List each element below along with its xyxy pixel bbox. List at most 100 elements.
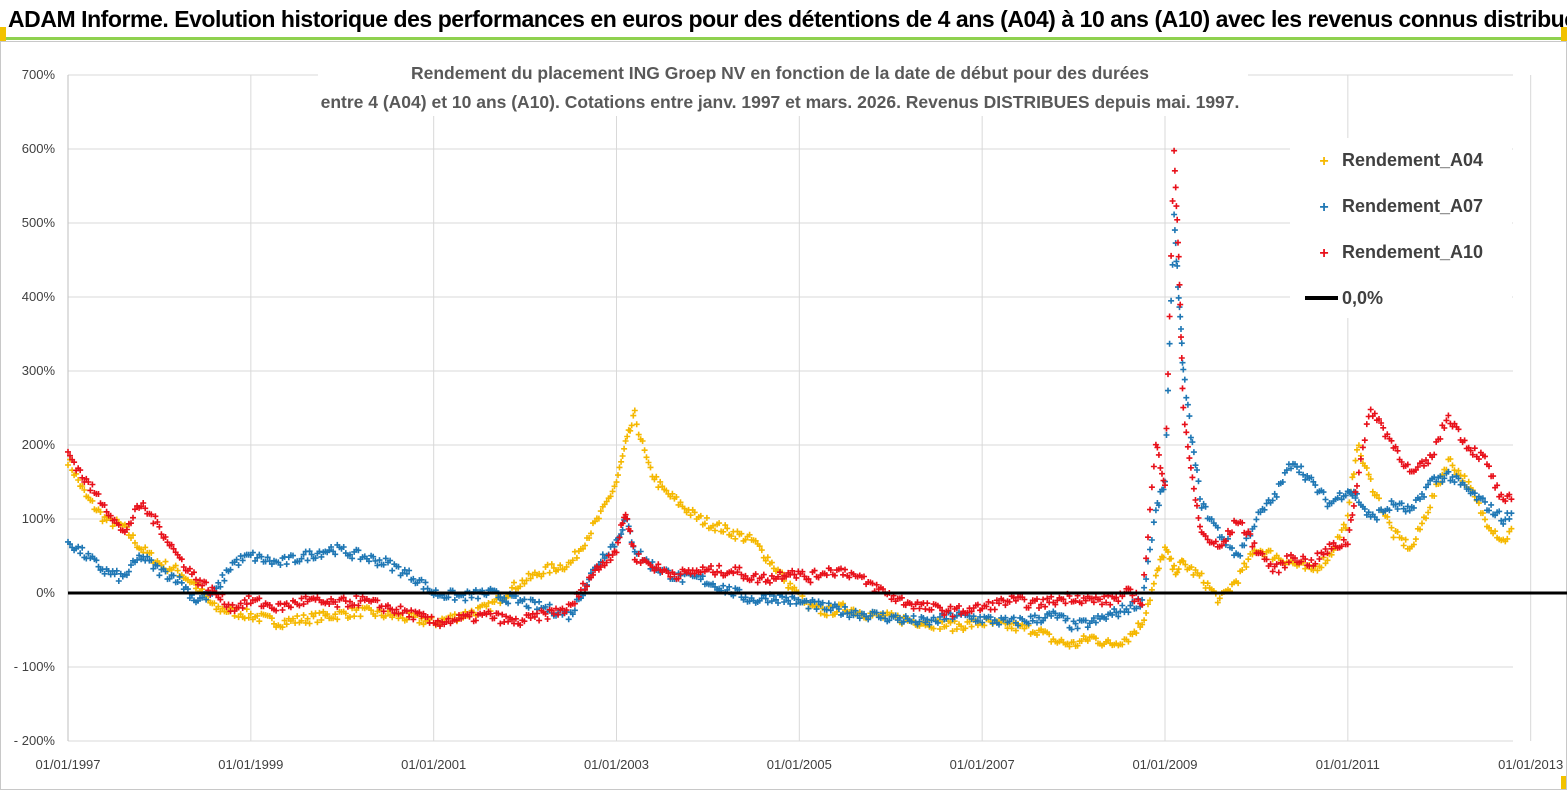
x-tick-label: 01/01/2001 xyxy=(401,757,466,772)
data-point xyxy=(1386,507,1393,514)
data-point xyxy=(663,487,670,494)
data-point xyxy=(827,567,834,573)
data-point xyxy=(677,499,684,506)
data-point xyxy=(546,601,553,608)
data-point xyxy=(1469,451,1476,458)
data-point xyxy=(748,576,755,583)
data-point xyxy=(627,427,634,434)
data-point xyxy=(1479,495,1486,502)
data-point xyxy=(1048,612,1055,619)
data-point xyxy=(633,558,640,565)
data-point xyxy=(1074,625,1081,632)
data-point xyxy=(777,569,783,576)
data-point xyxy=(162,534,169,540)
data-point xyxy=(712,583,718,590)
data-point xyxy=(318,553,325,560)
data-point xyxy=(691,570,698,577)
data-point xyxy=(807,579,814,586)
data-point xyxy=(924,616,931,623)
data-point xyxy=(89,481,96,488)
data-point xyxy=(1392,501,1399,508)
data-point xyxy=(1367,476,1374,482)
data-point xyxy=(130,514,136,521)
data-point xyxy=(370,553,377,560)
data-point xyxy=(669,490,676,497)
data-point xyxy=(527,615,534,621)
data-point xyxy=(734,528,741,535)
data-point xyxy=(677,571,684,578)
data-point xyxy=(1173,203,1180,210)
data-point xyxy=(428,613,435,620)
data-point xyxy=(1186,455,1193,462)
x-tick-label: 01/01/1999 xyxy=(218,757,283,772)
data-point xyxy=(1423,515,1429,522)
data-point xyxy=(298,555,305,562)
data-marks xyxy=(65,147,1567,650)
data-point xyxy=(1078,600,1085,607)
y-tick-label: 0% xyxy=(36,585,55,600)
data-point xyxy=(1175,294,1182,301)
data-point xyxy=(1425,509,1432,516)
data-point xyxy=(1052,601,1059,608)
chart-title-line1: Rendement du placement ING Groep NV en f… xyxy=(411,63,1149,83)
data-point xyxy=(1439,478,1446,485)
corner-marker xyxy=(0,27,6,41)
data-point xyxy=(397,603,404,610)
data-point xyxy=(555,611,562,618)
data-point xyxy=(239,605,246,611)
data-point xyxy=(1498,517,1505,524)
data-point xyxy=(150,520,157,527)
data-point xyxy=(1171,147,1178,154)
data-point xyxy=(1310,478,1317,485)
data-point xyxy=(937,604,943,611)
data-point xyxy=(1194,467,1200,473)
data-point xyxy=(787,600,794,607)
data-point xyxy=(754,579,761,586)
data-point xyxy=(691,509,698,516)
data-point xyxy=(130,532,136,539)
data-point xyxy=(1445,468,1452,475)
x-tick-label: 01/01/2005 xyxy=(767,757,832,772)
data-point xyxy=(1245,556,1252,563)
data-point xyxy=(191,569,197,576)
data-point xyxy=(1302,556,1309,563)
data-point xyxy=(437,623,443,630)
data-point xyxy=(1078,638,1085,644)
data-point xyxy=(1214,599,1221,606)
y-tick-label: 200% xyxy=(22,437,56,452)
data-point xyxy=(1443,417,1450,424)
corner-marker xyxy=(1561,776,1567,790)
data-point xyxy=(247,600,254,607)
data-point xyxy=(590,571,596,578)
data-point xyxy=(1036,605,1042,611)
data-point xyxy=(563,563,570,570)
data-point xyxy=(340,544,347,550)
data-point xyxy=(215,603,222,610)
data-point xyxy=(328,595,335,602)
y-axis-ticks: - 200% - 100% 0% 100% 200% 300% 400% 500% 600% 70… xyxy=(14,67,56,748)
data-point xyxy=(1427,504,1434,511)
data-point xyxy=(1180,404,1187,411)
data-point xyxy=(546,569,553,576)
data-point xyxy=(641,447,648,454)
data-point xyxy=(1490,473,1497,480)
data-point xyxy=(65,448,71,455)
data-point xyxy=(287,604,294,611)
data-point xyxy=(1406,507,1413,514)
data-point xyxy=(1349,474,1356,481)
data-point xyxy=(898,594,905,601)
data-point xyxy=(67,452,73,459)
data-point xyxy=(326,547,333,554)
data-point xyxy=(1251,523,1258,530)
data-point xyxy=(268,615,275,622)
data-point xyxy=(1147,546,1153,553)
data-point xyxy=(1492,528,1499,535)
data-point xyxy=(791,595,798,601)
data-point xyxy=(1174,569,1181,576)
data-point xyxy=(495,610,502,617)
data-point xyxy=(382,612,389,619)
data-point xyxy=(93,557,100,564)
data-point xyxy=(372,613,379,620)
data-point xyxy=(328,544,335,550)
data-point xyxy=(296,602,303,609)
